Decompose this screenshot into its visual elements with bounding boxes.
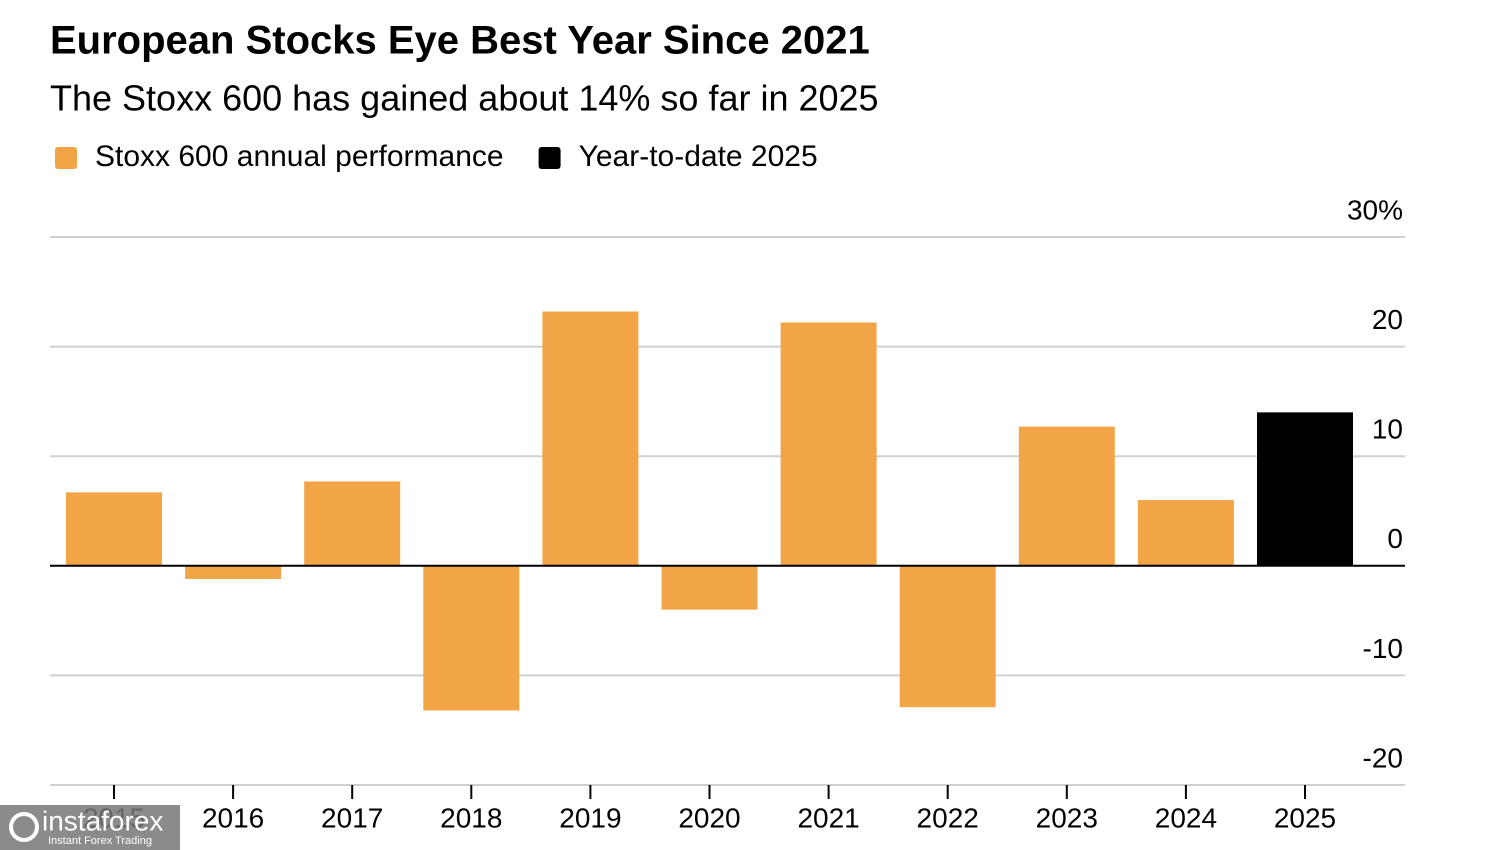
bar bbox=[1257, 412, 1353, 566]
bar bbox=[185, 565, 282, 579]
y-tick-label: 30% bbox=[1347, 194, 1403, 225]
watermark-brand: instaforex bbox=[42, 805, 163, 836]
watermark-box bbox=[0, 805, 180, 850]
chart-subtitle: The Stoxx 600 has gained about 14% so fa… bbox=[50, 78, 879, 119]
x-tick-label: 2018 bbox=[440, 802, 502, 833]
bar bbox=[899, 565, 996, 708]
y-tick-label: 0 bbox=[1387, 523, 1403, 554]
y-tick-label: 10 bbox=[1372, 414, 1403, 445]
watermark: instaforex Instant Forex Trading bbox=[0, 805, 180, 850]
x-tick-label: 2023 bbox=[1036, 802, 1098, 833]
y-tick-label: -20 bbox=[1363, 742, 1403, 773]
bar bbox=[542, 311, 639, 566]
legend: Stoxx 600 annual performance Year-to-date… bbox=[55, 140, 818, 173]
x-tick-label: 2019 bbox=[559, 802, 621, 833]
legend-swatch bbox=[55, 147, 77, 169]
x-tick-label: 2021 bbox=[797, 802, 859, 833]
bar bbox=[661, 565, 758, 610]
bar bbox=[423, 565, 520, 711]
x-tick-label: 2022 bbox=[917, 802, 979, 833]
x-tick-label: 2020 bbox=[678, 802, 740, 833]
x-tick-label: 2025 bbox=[1274, 802, 1336, 833]
bar bbox=[780, 322, 877, 566]
x-tick-label: 2017 bbox=[321, 802, 383, 833]
bar bbox=[66, 492, 162, 566]
bar bbox=[304, 481, 401, 566]
bar bbox=[1018, 426, 1115, 566]
y-tick-label: -10 bbox=[1363, 633, 1403, 664]
legend-label: Year-to-date 2025 bbox=[579, 140, 818, 173]
watermark-logo bbox=[9, 812, 39, 842]
x-tick-label: 2016 bbox=[202, 802, 264, 833]
y-tick-label: 20 bbox=[1372, 304, 1403, 335]
watermark-tagline: Instant Forex Trading bbox=[48, 835, 152, 847]
bar bbox=[1137, 500, 1234, 566]
legend-label: Stoxx 600 annual performance bbox=[95, 140, 504, 173]
x-tick-label: 2024 bbox=[1155, 802, 1217, 833]
plot: 30%20100-10-2020152016201720182019202020… bbox=[50, 194, 1405, 833]
legend-swatch bbox=[538, 147, 561, 169]
chart-title: European Stocks Eye Best Year Since 2021 bbox=[50, 19, 870, 63]
